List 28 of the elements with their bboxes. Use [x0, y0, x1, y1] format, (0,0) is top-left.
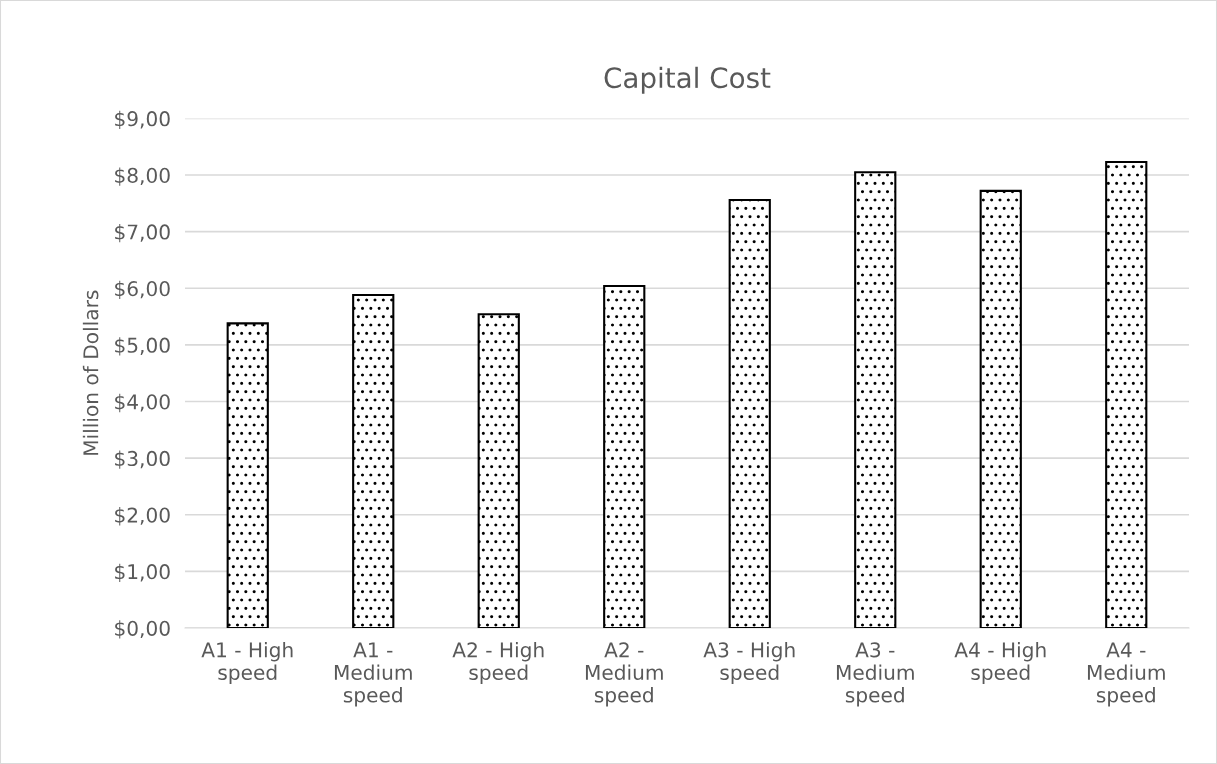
y-axis-title: Million of Dollars [82, 290, 99, 455]
x-tick-label: A3 - Medium speed [836, 642, 914, 707]
y-tick-label: $1,00 [115, 563, 170, 582]
bar [728, 198, 771, 629]
y-tick-label: $3,00 [115, 450, 170, 469]
y-tick-label: $0,00 [115, 620, 170, 639]
y-tick-label: $9,00 [115, 110, 170, 130]
bar [477, 313, 520, 629]
bar [603, 284, 646, 629]
x-tick-label: A2 - High speed [452, 641, 544, 684]
x-tick-label: A3 - High speed [703, 641, 795, 684]
y-tick-label: $8,00 [115, 167, 170, 186]
x-tick-label: A4 - Medium speed [1087, 642, 1165, 707]
bar [854, 171, 897, 629]
chart-title: Capital Cost [604, 66, 771, 94]
bar [979, 189, 1022, 629]
x-tick-label: A2 - Medium speed [585, 642, 663, 707]
y-tick-label: $7,00 [115, 224, 170, 243]
bar [352, 294, 395, 629]
bar [1105, 160, 1148, 629]
x-tick-label: A1 - High speed [201, 641, 293, 684]
bar [226, 322, 269, 629]
y-tick-label: $2,00 [115, 507, 170, 526]
x-tick-label: A4 - High speed [954, 641, 1046, 684]
y-tick-label: $5,00 [115, 337, 170, 356]
y-tick-label: $4,00 [115, 393, 170, 413]
x-tick-label: A1 - Medium speed [334, 642, 412, 707]
y-tick-label: $6,00 [115, 280, 170, 299]
